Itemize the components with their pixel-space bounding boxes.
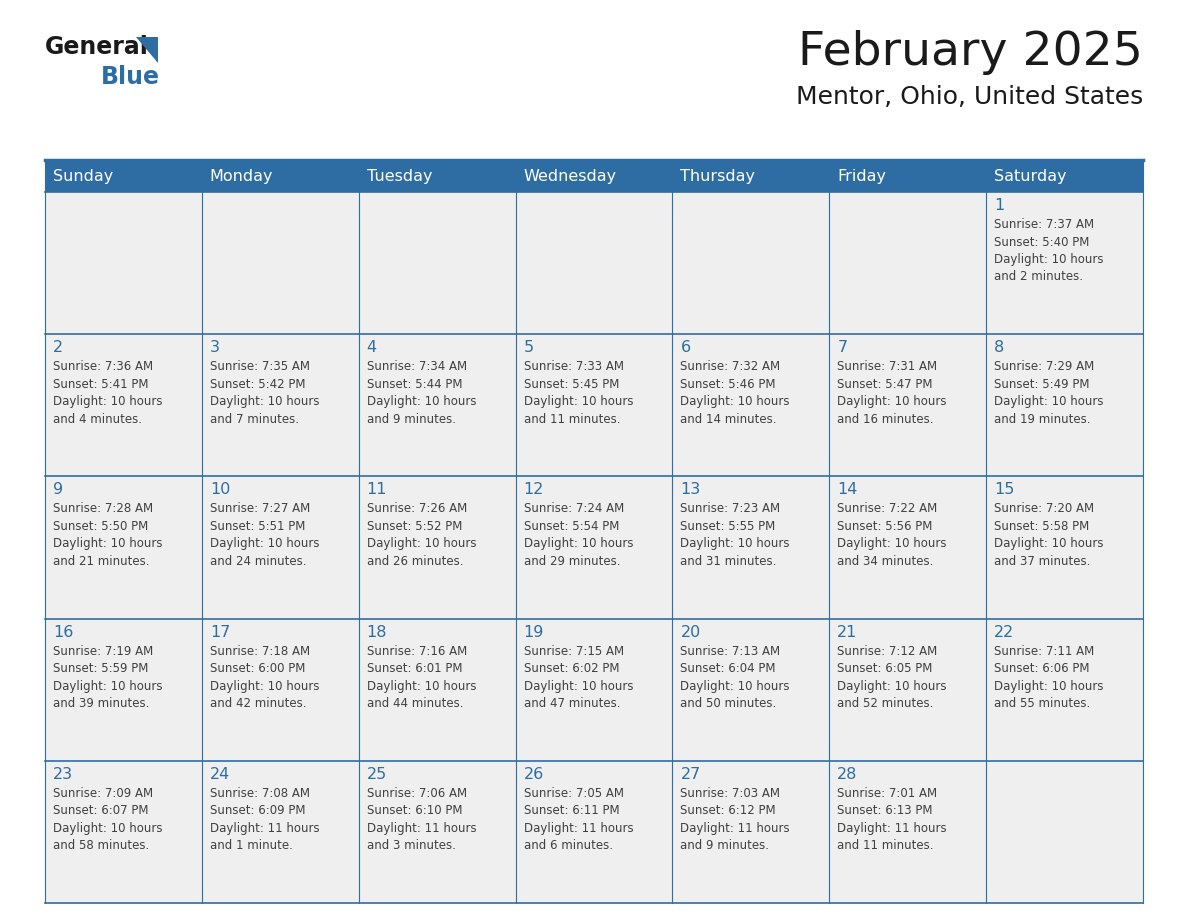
Text: Sunrise: 7:23 AM
Sunset: 5:55 PM
Daylight: 10 hours
and 31 minutes.: Sunrise: 7:23 AM Sunset: 5:55 PM Dayligh… xyxy=(681,502,790,568)
Text: 2: 2 xyxy=(53,341,63,355)
Text: 19: 19 xyxy=(524,624,544,640)
Text: Sunrise: 7:36 AM
Sunset: 5:41 PM
Daylight: 10 hours
and 4 minutes.: Sunrise: 7:36 AM Sunset: 5:41 PM Dayligh… xyxy=(53,360,163,426)
Text: 7: 7 xyxy=(838,341,847,355)
Bar xyxy=(45,619,1143,761)
Text: General: General xyxy=(45,35,148,59)
Text: Sunrise: 7:32 AM
Sunset: 5:46 PM
Daylight: 10 hours
and 14 minutes.: Sunrise: 7:32 AM Sunset: 5:46 PM Dayligh… xyxy=(681,360,790,426)
Text: Sunday: Sunday xyxy=(53,169,113,184)
Text: 11: 11 xyxy=(367,482,387,498)
Text: 3: 3 xyxy=(210,341,220,355)
Text: Sunrise: 7:31 AM
Sunset: 5:47 PM
Daylight: 10 hours
and 16 minutes.: Sunrise: 7:31 AM Sunset: 5:47 PM Dayligh… xyxy=(838,360,947,426)
Text: Sunrise: 7:20 AM
Sunset: 5:58 PM
Daylight: 10 hours
and 37 minutes.: Sunrise: 7:20 AM Sunset: 5:58 PM Dayligh… xyxy=(994,502,1104,568)
Text: 4: 4 xyxy=(367,341,377,355)
Text: Mentor, Ohio, United States: Mentor, Ohio, United States xyxy=(796,85,1143,109)
Bar xyxy=(45,334,1143,476)
Text: 17: 17 xyxy=(210,624,230,640)
Text: 26: 26 xyxy=(524,767,544,782)
Text: Sunrise: 7:16 AM
Sunset: 6:01 PM
Daylight: 10 hours
and 44 minutes.: Sunrise: 7:16 AM Sunset: 6:01 PM Dayligh… xyxy=(367,644,476,711)
Text: 25: 25 xyxy=(367,767,387,782)
Text: 23: 23 xyxy=(53,767,74,782)
Text: Sunrise: 7:19 AM
Sunset: 5:59 PM
Daylight: 10 hours
and 39 minutes.: Sunrise: 7:19 AM Sunset: 5:59 PM Dayligh… xyxy=(53,644,163,711)
Text: February 2025: February 2025 xyxy=(798,30,1143,75)
Text: Sunrise: 7:27 AM
Sunset: 5:51 PM
Daylight: 10 hours
and 24 minutes.: Sunrise: 7:27 AM Sunset: 5:51 PM Dayligh… xyxy=(210,502,320,568)
Text: Sunrise: 7:03 AM
Sunset: 6:12 PM
Daylight: 11 hours
and 9 minutes.: Sunrise: 7:03 AM Sunset: 6:12 PM Dayligh… xyxy=(681,787,790,852)
Text: 18: 18 xyxy=(367,624,387,640)
Text: Tuesday: Tuesday xyxy=(367,169,432,184)
Text: Sunrise: 7:13 AM
Sunset: 6:04 PM
Daylight: 10 hours
and 50 minutes.: Sunrise: 7:13 AM Sunset: 6:04 PM Dayligh… xyxy=(681,644,790,711)
Text: 24: 24 xyxy=(210,767,230,782)
Text: Friday: Friday xyxy=(838,169,886,184)
Text: Sunrise: 7:01 AM
Sunset: 6:13 PM
Daylight: 11 hours
and 11 minutes.: Sunrise: 7:01 AM Sunset: 6:13 PM Dayligh… xyxy=(838,787,947,852)
Text: 20: 20 xyxy=(681,624,701,640)
Text: 27: 27 xyxy=(681,767,701,782)
Text: 15: 15 xyxy=(994,482,1015,498)
Text: 16: 16 xyxy=(53,624,74,640)
Text: Sunrise: 7:34 AM
Sunset: 5:44 PM
Daylight: 10 hours
and 9 minutes.: Sunrise: 7:34 AM Sunset: 5:44 PM Dayligh… xyxy=(367,360,476,426)
Text: Sunrise: 7:05 AM
Sunset: 6:11 PM
Daylight: 11 hours
and 6 minutes.: Sunrise: 7:05 AM Sunset: 6:11 PM Dayligh… xyxy=(524,787,633,852)
Text: 8: 8 xyxy=(994,341,1004,355)
Text: Blue: Blue xyxy=(101,65,160,89)
Text: Sunrise: 7:08 AM
Sunset: 6:09 PM
Daylight: 11 hours
and 1 minute.: Sunrise: 7:08 AM Sunset: 6:09 PM Dayligh… xyxy=(210,787,320,852)
Text: Sunrise: 7:33 AM
Sunset: 5:45 PM
Daylight: 10 hours
and 11 minutes.: Sunrise: 7:33 AM Sunset: 5:45 PM Dayligh… xyxy=(524,360,633,426)
Bar xyxy=(45,160,1143,192)
Text: Sunrise: 7:28 AM
Sunset: 5:50 PM
Daylight: 10 hours
and 21 minutes.: Sunrise: 7:28 AM Sunset: 5:50 PM Dayligh… xyxy=(53,502,163,568)
Text: Sunrise: 7:06 AM
Sunset: 6:10 PM
Daylight: 11 hours
and 3 minutes.: Sunrise: 7:06 AM Sunset: 6:10 PM Dayligh… xyxy=(367,787,476,852)
Text: 12: 12 xyxy=(524,482,544,498)
Text: Sunrise: 7:18 AM
Sunset: 6:00 PM
Daylight: 10 hours
and 42 minutes.: Sunrise: 7:18 AM Sunset: 6:00 PM Dayligh… xyxy=(210,644,320,711)
Text: 21: 21 xyxy=(838,624,858,640)
Text: 14: 14 xyxy=(838,482,858,498)
Text: Sunrise: 7:35 AM
Sunset: 5:42 PM
Daylight: 10 hours
and 7 minutes.: Sunrise: 7:35 AM Sunset: 5:42 PM Dayligh… xyxy=(210,360,320,426)
Text: 13: 13 xyxy=(681,482,701,498)
Text: Sunrise: 7:15 AM
Sunset: 6:02 PM
Daylight: 10 hours
and 47 minutes.: Sunrise: 7:15 AM Sunset: 6:02 PM Dayligh… xyxy=(524,644,633,711)
Text: Sunrise: 7:29 AM
Sunset: 5:49 PM
Daylight: 10 hours
and 19 minutes.: Sunrise: 7:29 AM Sunset: 5:49 PM Dayligh… xyxy=(994,360,1104,426)
Text: Saturday: Saturday xyxy=(994,169,1067,184)
Polygon shape xyxy=(135,37,158,63)
Text: Sunrise: 7:09 AM
Sunset: 6:07 PM
Daylight: 10 hours
and 58 minutes.: Sunrise: 7:09 AM Sunset: 6:07 PM Dayligh… xyxy=(53,787,163,852)
Text: 22: 22 xyxy=(994,624,1015,640)
Text: 10: 10 xyxy=(210,482,230,498)
Text: 5: 5 xyxy=(524,341,533,355)
Text: Sunrise: 7:11 AM
Sunset: 6:06 PM
Daylight: 10 hours
and 55 minutes.: Sunrise: 7:11 AM Sunset: 6:06 PM Dayligh… xyxy=(994,644,1104,711)
Bar xyxy=(45,476,1143,619)
Text: 9: 9 xyxy=(53,482,63,498)
Text: Sunrise: 7:37 AM
Sunset: 5:40 PM
Daylight: 10 hours
and 2 minutes.: Sunrise: 7:37 AM Sunset: 5:40 PM Dayligh… xyxy=(994,218,1104,284)
Text: Monday: Monday xyxy=(210,169,273,184)
Text: 28: 28 xyxy=(838,767,858,782)
Bar xyxy=(45,761,1143,903)
Text: 6: 6 xyxy=(681,341,690,355)
Text: Wednesday: Wednesday xyxy=(524,169,617,184)
Text: Sunrise: 7:26 AM
Sunset: 5:52 PM
Daylight: 10 hours
and 26 minutes.: Sunrise: 7:26 AM Sunset: 5:52 PM Dayligh… xyxy=(367,502,476,568)
Text: Thursday: Thursday xyxy=(681,169,756,184)
Text: Sunrise: 7:24 AM
Sunset: 5:54 PM
Daylight: 10 hours
and 29 minutes.: Sunrise: 7:24 AM Sunset: 5:54 PM Dayligh… xyxy=(524,502,633,568)
Bar xyxy=(45,192,1143,334)
Text: 1: 1 xyxy=(994,198,1004,213)
Text: Sunrise: 7:12 AM
Sunset: 6:05 PM
Daylight: 10 hours
and 52 minutes.: Sunrise: 7:12 AM Sunset: 6:05 PM Dayligh… xyxy=(838,644,947,711)
Text: Sunrise: 7:22 AM
Sunset: 5:56 PM
Daylight: 10 hours
and 34 minutes.: Sunrise: 7:22 AM Sunset: 5:56 PM Dayligh… xyxy=(838,502,947,568)
